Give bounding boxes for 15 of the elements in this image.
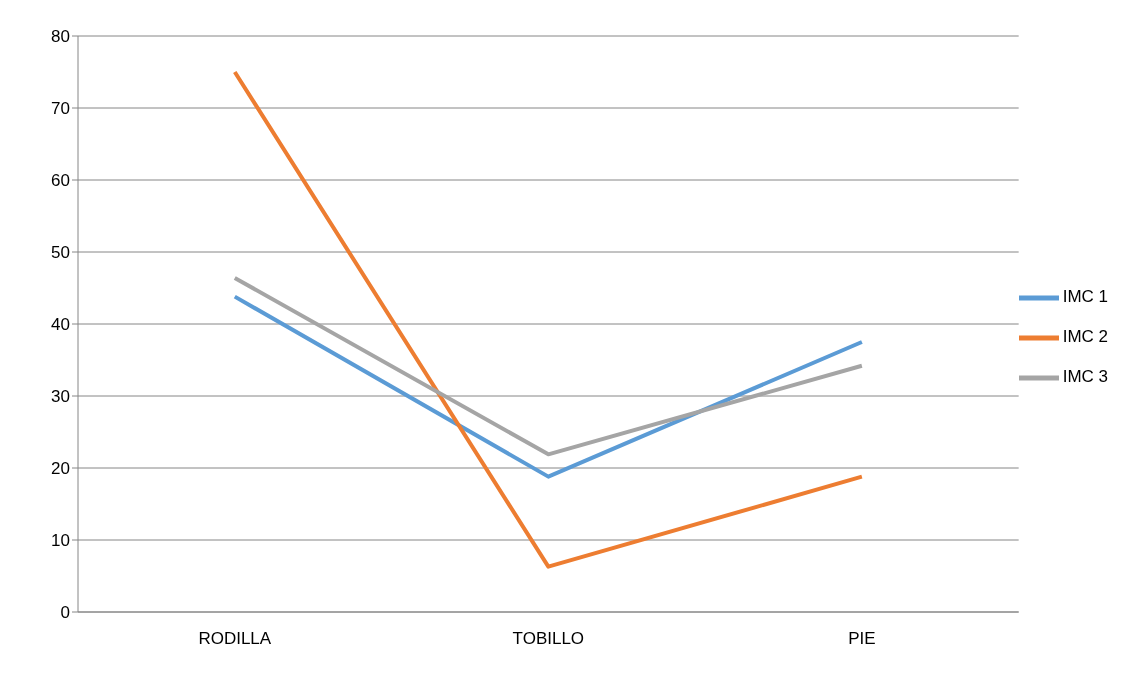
- y-tick-label: 80: [51, 27, 70, 47]
- x-tick-label: TOBILLO: [512, 629, 585, 649]
- y-tick-label: 0: [60, 603, 70, 623]
- y-tick-label: 30: [51, 387, 70, 407]
- legend-label: IMC 1: [1062, 287, 1108, 307]
- legend-label: IMC 2: [1062, 327, 1108, 347]
- y-tick-label: 60: [51, 171, 70, 191]
- y-tick-label: 20: [51, 459, 70, 479]
- y-tick-label: 50: [51, 243, 70, 263]
- y-tick-label: 70: [51, 99, 70, 119]
- y-tick-label: 10: [51, 531, 70, 551]
- x-tick-label: RODILLA: [198, 629, 272, 649]
- x-tick-label: PIE: [848, 629, 876, 649]
- y-tick-label: 40: [51, 315, 70, 335]
- legend-label: IMC 3: [1062, 367, 1108, 387]
